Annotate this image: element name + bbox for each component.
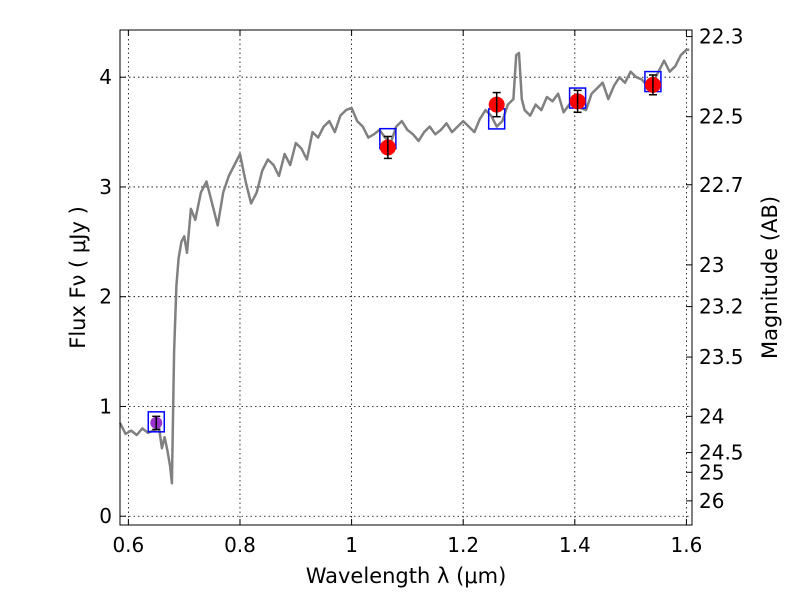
right-tick-label: 22.3	[699, 25, 744, 49]
y-tick-label: 2	[99, 285, 112, 309]
model-photometry-square	[147, 411, 166, 433]
y-tick-label: 3	[99, 175, 112, 199]
right-tick-label: 22.5	[699, 105, 744, 129]
y-tick-label: 4	[99, 65, 112, 89]
x-tick-label: 1.4	[559, 533, 591, 557]
right-tick-label: 23.2	[699, 295, 744, 319]
right-axis-ticks: 22.3 22.5 22.7 23 23.2 23.5 24 24.525 26	[686, 25, 744, 513]
right-axis-label: Magnitude (AB)	[758, 196, 782, 359]
x-tick-label: 1	[345, 533, 358, 557]
right-tick-label: 23.5	[699, 345, 744, 369]
spectrum-layer	[118, 48, 690, 485]
x-tick-label: 0.6	[112, 533, 144, 557]
right-tick-label: 24.5	[699, 441, 744, 465]
observed-photometry-layer	[150, 74, 661, 431]
x-tick-label: 1.2	[447, 533, 479, 557]
model-spectrum-line	[118, 48, 690, 485]
right-tick-label: 26	[699, 489, 724, 513]
right-tick-label: 24	[699, 404, 724, 428]
y-axis-ticks: 0 1 2 3 4	[99, 65, 126, 528]
y-tick-label: 1	[99, 394, 112, 418]
right-tick-label: 25	[699, 460, 724, 484]
right-tick-label: 23	[699, 253, 724, 277]
x-axis-label: Wavelength λ (μm)	[306, 564, 507, 588]
x-axis-ticks: 0.6 0.8 1 1.2 1.4 1.6	[112, 30, 702, 557]
grid	[120, 30, 692, 525]
y-tick-label: 0	[99, 504, 112, 528]
right-tick-label: 22.7	[699, 173, 744, 197]
y-axis-label: Flux Fν ( μJy )	[66, 206, 90, 349]
x-tick-label: 0.8	[224, 533, 256, 557]
x-tick-label: 1.6	[671, 533, 703, 557]
plot-frame	[119, 29, 693, 526]
